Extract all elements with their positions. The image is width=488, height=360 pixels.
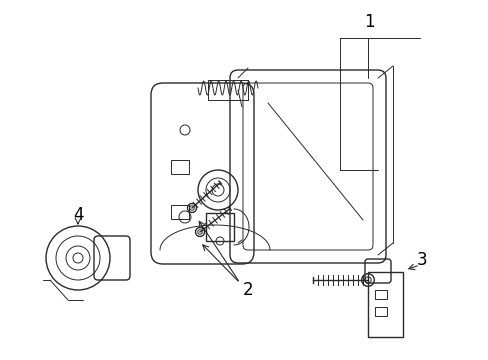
Bar (367, 272, 402, 337)
Text: 1: 1 (363, 13, 373, 31)
Text: 4: 4 (73, 206, 83, 224)
Bar (205, 213, 234, 241)
Text: 3: 3 (416, 251, 427, 269)
Bar (171, 205, 189, 219)
Bar (374, 290, 386, 299)
Text: 2: 2 (242, 281, 253, 299)
Bar (171, 160, 189, 174)
Bar (374, 307, 386, 316)
